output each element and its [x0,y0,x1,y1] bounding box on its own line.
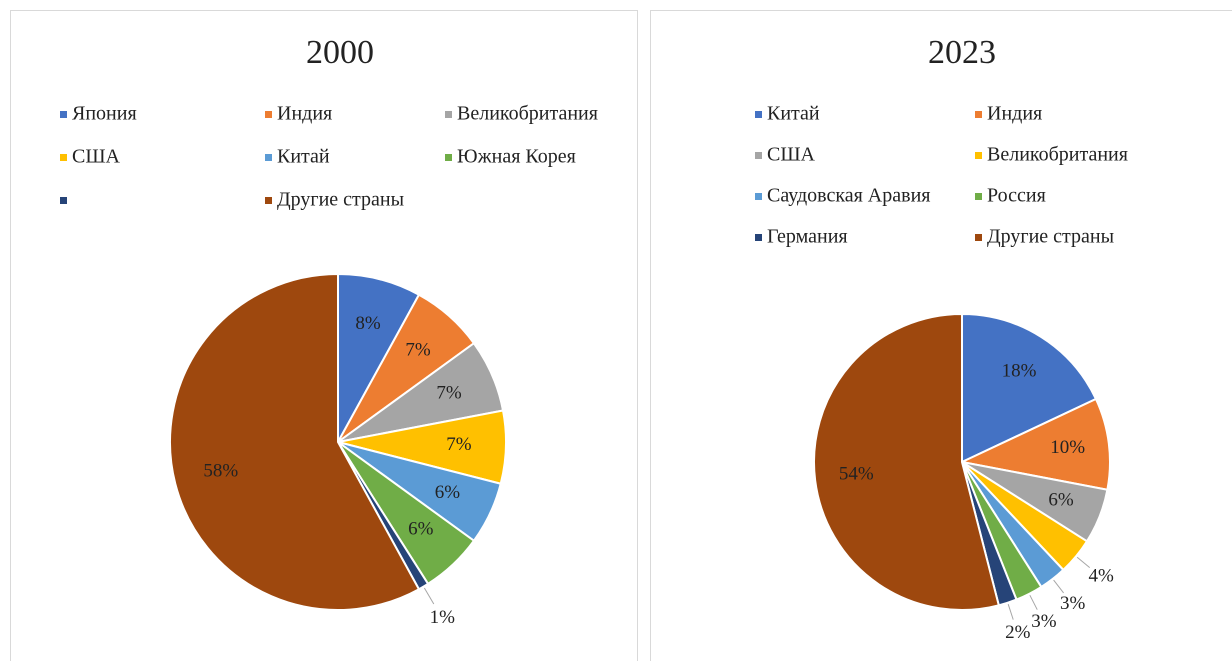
legend-marker [975,234,982,241]
leader-line [1029,594,1038,610]
legend-marker [445,154,452,161]
legend-label: Китай [767,103,820,125]
legend-label: Индия [277,103,332,125]
data-label: 6% [1048,490,1074,511]
panel [10,10,638,661]
legend-marker [755,111,762,118]
leader-line [1076,556,1091,569]
data-label: 7% [405,340,431,361]
legend-marker [265,111,272,118]
data-label: 10% [1050,437,1085,458]
data-label: 7% [436,382,462,403]
pie-slice [813,312,1001,611]
legend-label: Россия [987,185,1046,207]
pie-slice [958,397,1111,491]
leader-line [1007,604,1014,620]
legend-label: Великобритания [457,103,598,125]
data-label: 1% [430,607,456,628]
legend-marker [975,193,982,200]
data-label: 7% [446,434,472,455]
data-label: 8% [355,313,381,334]
legend-marker [975,152,982,159]
legend-marker [60,154,67,161]
pie-slice [961,312,1098,464]
data-label: 4% [1088,565,1114,586]
legend-marker [975,111,982,118]
legend-marker [755,234,762,241]
panel [650,10,1232,661]
legend-label: Другие страны [277,189,404,211]
legend-marker [60,197,67,204]
data-label: 54% [839,464,874,485]
data-label: 6% [408,519,434,540]
legend-label: Япония [72,103,137,125]
pie-slice [169,272,421,611]
legend-label: Великобритания [987,144,1128,166]
legend-marker [755,152,762,159]
legend-marker [265,154,272,161]
chart-title: 2000 [306,34,374,71]
data-label: 58% [203,460,238,481]
leader-line [423,587,435,605]
legend-marker [445,111,452,118]
legend-label: Южная Корея [457,146,576,168]
legend-label: Саудовская Аравия [767,185,930,207]
legend-marker [60,111,67,118]
data-label: 6% [435,482,461,503]
legend-label: Китай [277,146,330,168]
chart-title: 2023 [928,34,996,71]
data-label: 3% [1060,593,1086,614]
data-label: 18% [1002,360,1037,381]
legend-marker [265,197,272,204]
leader-line [1053,579,1064,594]
legend-label: США [72,146,121,168]
legend-label: США [767,144,816,166]
data-label: 2% [1005,622,1031,643]
legend-marker [755,193,762,200]
legend-label: Другие страны [987,226,1114,248]
legend-label: Германия [767,226,848,248]
data-label: 3% [1031,611,1057,632]
legend-label: Индия [987,103,1042,125]
